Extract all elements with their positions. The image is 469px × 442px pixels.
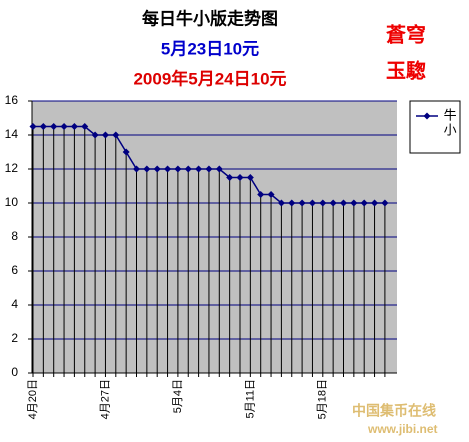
marker xyxy=(340,199,347,207)
marker xyxy=(29,123,37,130)
marker xyxy=(60,123,68,130)
y-tick-label: 12 xyxy=(5,161,19,175)
annotation: 玉騘 xyxy=(386,59,426,83)
marker xyxy=(371,199,379,207)
x-tick-label: 4月20日 xyxy=(27,379,39,419)
chart-subtitle: 5月23日10元 xyxy=(161,39,259,58)
marker xyxy=(122,148,130,156)
x-tick-label: 5月18日 xyxy=(317,379,329,419)
marker xyxy=(215,165,223,173)
marker xyxy=(381,199,389,207)
marker xyxy=(360,199,368,207)
marker xyxy=(267,191,275,198)
annotation: 蒼穹 xyxy=(386,23,426,47)
marker xyxy=(39,123,47,130)
marker xyxy=(184,165,192,173)
chart-subtitle: 2009年5月24日10元 xyxy=(133,68,286,88)
y-tick-label: 0 xyxy=(11,365,18,379)
marker xyxy=(298,199,306,207)
y-tick-label: 6 xyxy=(11,263,18,277)
x-tick-label: 4月27日 xyxy=(99,379,111,419)
marker xyxy=(308,199,316,207)
marker xyxy=(195,165,203,173)
x-tick-label: 5月4日 xyxy=(172,379,184,413)
marker xyxy=(50,123,58,130)
marker xyxy=(257,191,265,198)
marker xyxy=(143,165,151,173)
y-tick-label: 10 xyxy=(5,195,19,209)
marker xyxy=(329,199,337,207)
legend-label: 牛小 xyxy=(442,108,457,138)
legend-marker xyxy=(423,112,431,120)
marker xyxy=(101,131,109,139)
chart-title: 每日牛小版走势图 xyxy=(142,8,278,28)
marker xyxy=(288,199,296,207)
y-tick-label: 2 xyxy=(11,331,18,345)
marker xyxy=(70,123,78,130)
y-tick-label: 16 xyxy=(5,93,19,107)
watermark: www.jibi.net xyxy=(367,422,438,436)
marker xyxy=(153,165,161,173)
marker xyxy=(174,165,182,173)
marker xyxy=(112,131,120,139)
marker xyxy=(350,199,358,207)
marker xyxy=(319,199,327,207)
watermark: 中国集币在线 xyxy=(352,403,436,419)
marker xyxy=(81,123,89,130)
marker xyxy=(236,174,244,181)
marker xyxy=(246,174,254,181)
marker xyxy=(205,165,213,173)
y-tick-label: 4 xyxy=(11,297,18,311)
legend-box xyxy=(409,100,461,154)
y-tick-label: 8 xyxy=(11,229,18,243)
marker xyxy=(164,165,172,173)
marker xyxy=(91,131,99,139)
x-tick-label: 5月11日 xyxy=(244,379,256,419)
marker xyxy=(133,165,140,173)
marker xyxy=(226,174,234,181)
y-tick-label: 14 xyxy=(5,127,19,141)
marker xyxy=(277,199,285,207)
